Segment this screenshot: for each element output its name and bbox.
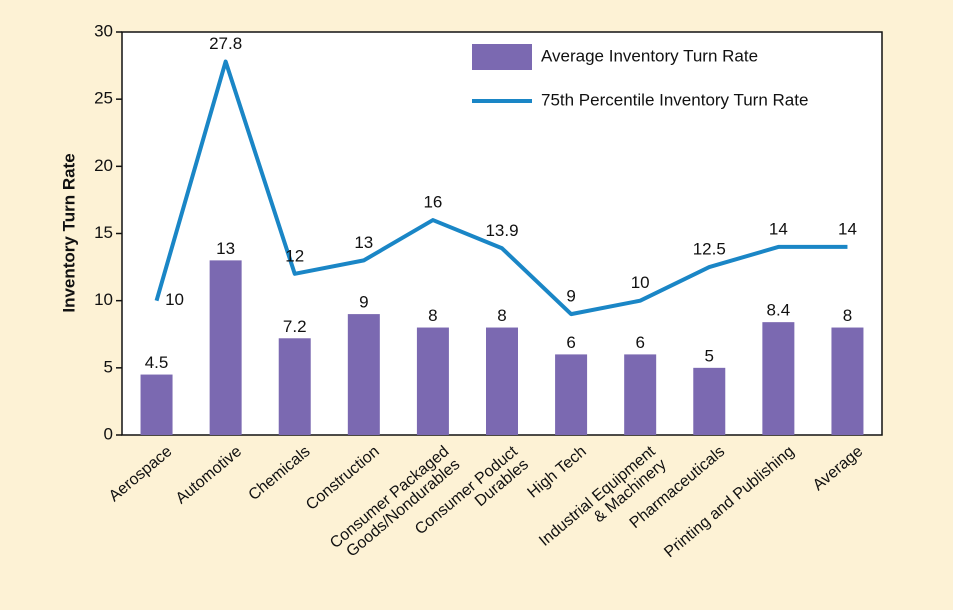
line-value-label: 14 bbox=[838, 219, 857, 238]
line-value-label: 9 bbox=[566, 287, 575, 306]
bar-value-label: 5 bbox=[705, 346, 714, 365]
line-value-label: 10 bbox=[165, 290, 184, 309]
y-tick-label: 20 bbox=[94, 156, 113, 175]
bar-value-label: 7.2 bbox=[283, 317, 307, 336]
bar bbox=[278, 338, 311, 435]
y-tick-label: 25 bbox=[94, 89, 113, 108]
bar bbox=[486, 327, 518, 435]
line-value-label: 14 bbox=[769, 219, 788, 238]
y-tick-label: 10 bbox=[94, 290, 113, 309]
bar-value-label: 8 bbox=[428, 306, 437, 325]
line-value-label: 16 bbox=[423, 193, 442, 212]
bar-value-label: 6 bbox=[635, 333, 644, 352]
y-tick-label: 5 bbox=[104, 357, 113, 376]
bar bbox=[347, 314, 380, 435]
line-value-label: 10 bbox=[631, 273, 650, 292]
y-tick-label: 30 bbox=[94, 21, 113, 40]
bar bbox=[416, 327, 449, 435]
bar-value-label: 8.4 bbox=[767, 301, 791, 320]
bar bbox=[140, 374, 173, 435]
y-axis-label: Inventory Turn Rate bbox=[59, 153, 78, 312]
line-value-label: 12 bbox=[285, 246, 304, 265]
y-tick-label: 0 bbox=[104, 424, 113, 443]
line-value-label: 27.8 bbox=[209, 34, 242, 53]
bar-value-label: 9 bbox=[359, 293, 368, 312]
bar-value-label: 8 bbox=[497, 306, 506, 325]
bar bbox=[624, 354, 657, 435]
bar bbox=[831, 327, 864, 435]
line bbox=[154, 59, 848, 317]
bar-value-label: 6 bbox=[566, 333, 575, 352]
legend-label: Average Inventory Turn Rate bbox=[541, 46, 758, 65]
line-value-label: 13 bbox=[354, 233, 373, 252]
line-value-label: 13.9 bbox=[485, 221, 518, 240]
bar bbox=[762, 322, 795, 435]
bar-value-label: 4.5 bbox=[145, 353, 169, 372]
legend-swatch bbox=[472, 44, 532, 70]
bar bbox=[693, 367, 726, 435]
line-value-label: 12.5 bbox=[693, 240, 726, 259]
bar bbox=[209, 260, 242, 435]
legend-label: 75th Percentile Inventory Turn Rate bbox=[541, 90, 808, 109]
bar bbox=[555, 354, 588, 435]
bar-value-label: 13 bbox=[216, 239, 235, 258]
bar-value-label: 8 bbox=[843, 306, 852, 325]
y-tick-label: 15 bbox=[94, 223, 113, 242]
